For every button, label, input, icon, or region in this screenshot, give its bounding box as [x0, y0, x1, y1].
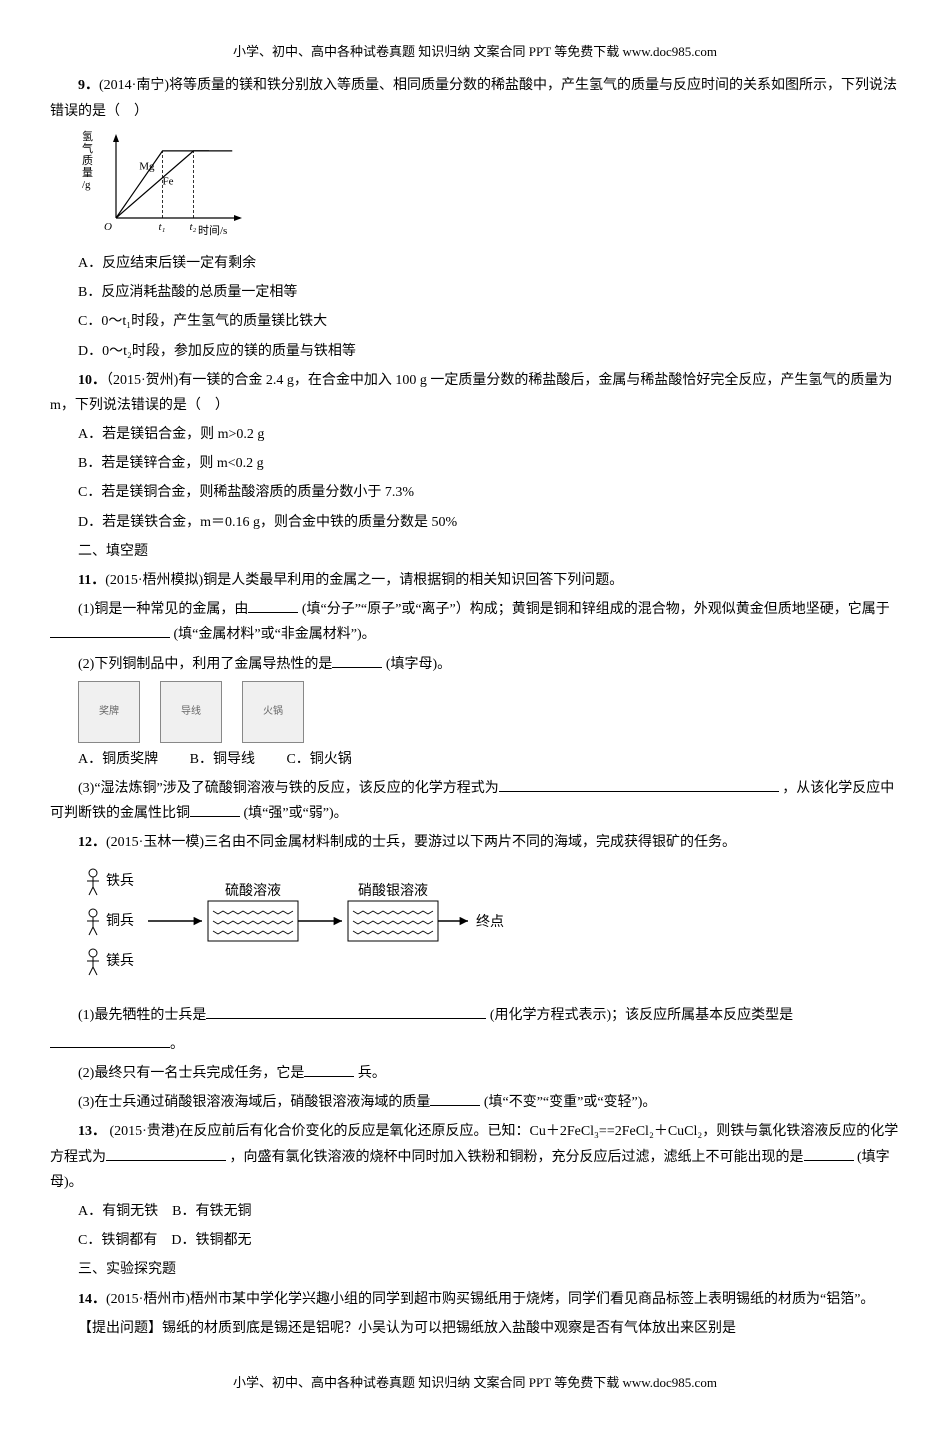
blank: [50, 1033, 170, 1048]
svg-text:硝酸银溶液: 硝酸银溶液: [358, 883, 428, 899]
q9-stem: 9．(2014·南宁)将等质量的镁和铁分别放入等质量、相同质量分数的稀盐酸中，产…: [50, 73, 900, 123]
q12-p1-line2: 。: [50, 1032, 900, 1057]
q11-p1b: (填“分子”“原子”或“离子”）构成；黄铜是铜和锌组成的混合物，外观似黄金但质地…: [302, 602, 890, 617]
svg-text:铁兵: 铁兵: [106, 873, 134, 889]
q9-optC: C．0～t₁时段，产生氢气的质量镁比铁大: [50, 309, 900, 334]
blank: [804, 1146, 854, 1161]
q10-stem: 10．（2015·贺州)有一镁的合金 2.4 g，在合金中加入 100 g 一定…: [50, 368, 900, 418]
q11-num: 11．: [78, 573, 105, 588]
q11-p1: (1)铜是一种常见的金属，由 (填“分子”“原子”或“离子”）构成；黄铜是铜和锌…: [50, 597, 900, 647]
q11-p2a: (2)下列铜制品中，利用了金属导热性的是: [78, 657, 332, 672]
q12-p3a: (3)在士兵通过硝酸银溶液海域后，硝酸银溶液海域的质量: [78, 1095, 430, 1110]
q10-optB: B．若是镁锌合金，则 m<0.2 g: [50, 451, 900, 476]
q11-image-wire: 导线: [160, 681, 222, 743]
q10-optC: C．若是镁铜合金，则稀盐酸溶质的质量分数小于 7.3%: [50, 480, 900, 505]
blank: [304, 1062, 354, 1077]
q12-stem-text: (2015·玉林一模)三名由不同金属材料制成的士兵，要游过以下两片不同的海域，完…: [106, 835, 736, 850]
q11-image-hotpot: 火锅: [242, 681, 304, 743]
q11-p3c: (填“强”或“弱”)。: [244, 806, 348, 821]
q9-optB: B．反应消耗盐酸的总质量一定相等: [50, 280, 900, 305]
q11-stem-text: (2015·梧州模拟)铜是人类最早利用的金属之一，请根据铜的相关知识回答下列问题…: [105, 573, 623, 588]
blank: [430, 1091, 480, 1106]
blank: [190, 802, 240, 817]
page-header: 小学、初中、高中各种试卷真题 知识归纳 文案合同 PPT 等免费下载 www.d…: [50, 40, 900, 63]
q11-optC: C．铜火锅: [286, 752, 351, 767]
q12-p2b: 兵。: [358, 1066, 386, 1081]
q9-chart: 氢气质量/g O Mg Fe t₁ t₂时间/s: [78, 128, 900, 247]
q11-p3a: (3)“湿法炼铜”涉及了硫酸铜溶液与铁的反应，该反应的化学方程式为: [78, 781, 499, 796]
svg-text:Fe: Fe: [163, 175, 174, 187]
q14-raise: 【提出问题】锡纸的材质到底是锡还是铝呢？小吴认为可以把锡纸放入盐酸中观察是否有气…: [50, 1316, 900, 1341]
svg-text:终点: 终点: [476, 914, 504, 930]
svg-text:氢: 氢: [82, 129, 93, 143]
q10-optD: D．若是镁铁合金，m＝0.16 g，则合金中铁的质量分数是 50%: [50, 510, 900, 535]
q12-p3b: (填“不变”“变重”或“变轻”)。: [484, 1095, 657, 1110]
q9-optD: D．0～t₂时段，参加反应的镁的质量与铁相等: [50, 339, 900, 364]
q12-p3: (3)在士兵通过硝酸银溶液海域后，硝酸银溶液海域的质量 (填“不变”“变重”或“…: [50, 1090, 900, 1115]
section-3-heading: 三、实验探究题: [50, 1257, 900, 1282]
q14-stem: 14．(2015·梧州市)梧州市某中学化学兴趣小组的同学到超市购买锡纸用于烧烤，…: [50, 1287, 900, 1312]
q9-num: 9．: [78, 78, 99, 93]
q13-stem: 13． (2015·贵港)在反应前后有化合价变化的反应是氧化还原反应。已知：Cu…: [50, 1119, 900, 1195]
svg-text:铜兵: 铜兵: [106, 913, 134, 929]
q10-optA: A．若是镁铝合金，则 m>0.2 g: [50, 422, 900, 447]
q12-p2a: (2)最终只有一名士兵完成任务，它是: [78, 1066, 304, 1081]
blank: [106, 1146, 226, 1161]
blank: [499, 777, 779, 792]
q10-stem-text: （2015·贺州)有一镁的合金 2.4 g，在合金中加入 100 g 一定质量分…: [50, 373, 892, 413]
svg-text:t₁: t₁: [159, 221, 166, 233]
svg-text:O: O: [104, 221, 112, 233]
q11-p2b: (填字母)。: [386, 657, 451, 672]
blank: [206, 1004, 486, 1019]
svg-text:/g: /g: [82, 179, 91, 191]
q11-p2: (2)下列铜制品中，利用了金属导热性的是 (填字母)。: [50, 652, 900, 677]
q9-optA: A．反应结束后镁一定有剩余: [50, 251, 900, 276]
q12-p2: (2)最终只有一名士兵完成任务，它是 兵。: [50, 1061, 900, 1086]
q12-p1: (1)最先牺牲的士兵是 (用化学方程式表示)；该反应所属基本反应类型是: [50, 1003, 900, 1028]
q12-p1b: (用化学方程式表示)；该反应所属基本反应类型是: [490, 1008, 793, 1023]
q11-optB: B．铜导线: [190, 752, 255, 767]
q13-stem-b: ，向盛有氯化铁溶液的烧杯中同时加入铁粉和铜粉，充分反应后过滤，滤纸上不可能出现的…: [230, 1150, 804, 1165]
blank: [248, 598, 298, 613]
q11-p1a: (1)铜是一种常见的金属，由: [78, 602, 248, 617]
q11-stem: 11．(2015·梧州模拟)铜是人类最早利用的金属之一，请根据铜的相关知识回答下…: [50, 568, 900, 593]
q10-num: 10．: [78, 373, 106, 388]
q12-stem: 12．(2015·玉林一模)三名由不同金属材料制成的士兵，要游过以下两片不同的海…: [50, 830, 900, 855]
q13-num: 13．: [78, 1124, 106, 1139]
q12-flow-diagram: 铁兵铜兵镁兵 硫酸溶液 硝酸银溶液终点: [78, 860, 900, 999]
svg-text:镁兵: 镁兵: [106, 953, 134, 969]
q9-stem-text: (2014·南宁)将等质量的镁和铁分别放入等质量、相同质量分数的稀盐酸中，产生氢…: [50, 78, 897, 118]
q12-p1a: (1)最先牺牲的士兵是: [78, 1008, 206, 1023]
q11-p1c: (填“金属材料”或“非金属材料”)。: [174, 627, 376, 642]
q11-image-medal: 奖牌: [78, 681, 140, 743]
svg-text:硫酸溶液: 硫酸溶液: [225, 883, 281, 899]
q14-stem-text: (2015·梧州市)梧州市某中学化学兴趣小组的同学到超市购买锡纸用于烧烤，同学们…: [106, 1292, 874, 1307]
q11-options: A．铜质奖牌 B．铜导线 C．铜火锅: [50, 747, 900, 772]
blank: [50, 623, 170, 638]
q14-num: 14．: [78, 1292, 106, 1307]
blank: [332, 653, 382, 668]
svg-text:气: 气: [82, 141, 93, 155]
svg-text:t₂: t₂: [190, 221, 197, 233]
section-2-heading: 二、填空题: [50, 539, 900, 564]
q11-p3: (3)“湿法炼铜”涉及了硫酸铜溶液与铁的反应，该反应的化学方程式为 ，从该化学反…: [50, 776, 900, 826]
q12-num: 12．: [78, 835, 106, 850]
svg-text:Mg: Mg: [139, 160, 155, 172]
q13-optCD: C．铁铜都有 D．铁铜都无: [50, 1228, 900, 1253]
q11-optA: A．铜质奖牌: [78, 752, 158, 767]
q12-p1c: 。: [170, 1037, 184, 1052]
svg-text:时间/s: 时间/s: [198, 224, 227, 237]
page-footer: 小学、初中、高中各种试卷真题 知识归纳 文案合同 PPT 等免费下载 www.d…: [50, 1371, 900, 1394]
q13-optAB: A．有铜无铁 B．有铁无铜: [50, 1199, 900, 1224]
svg-text:量: 量: [82, 166, 93, 179]
svg-text:质: 质: [82, 154, 93, 167]
q11-images: 奖牌 导线 火锅: [78, 681, 900, 743]
